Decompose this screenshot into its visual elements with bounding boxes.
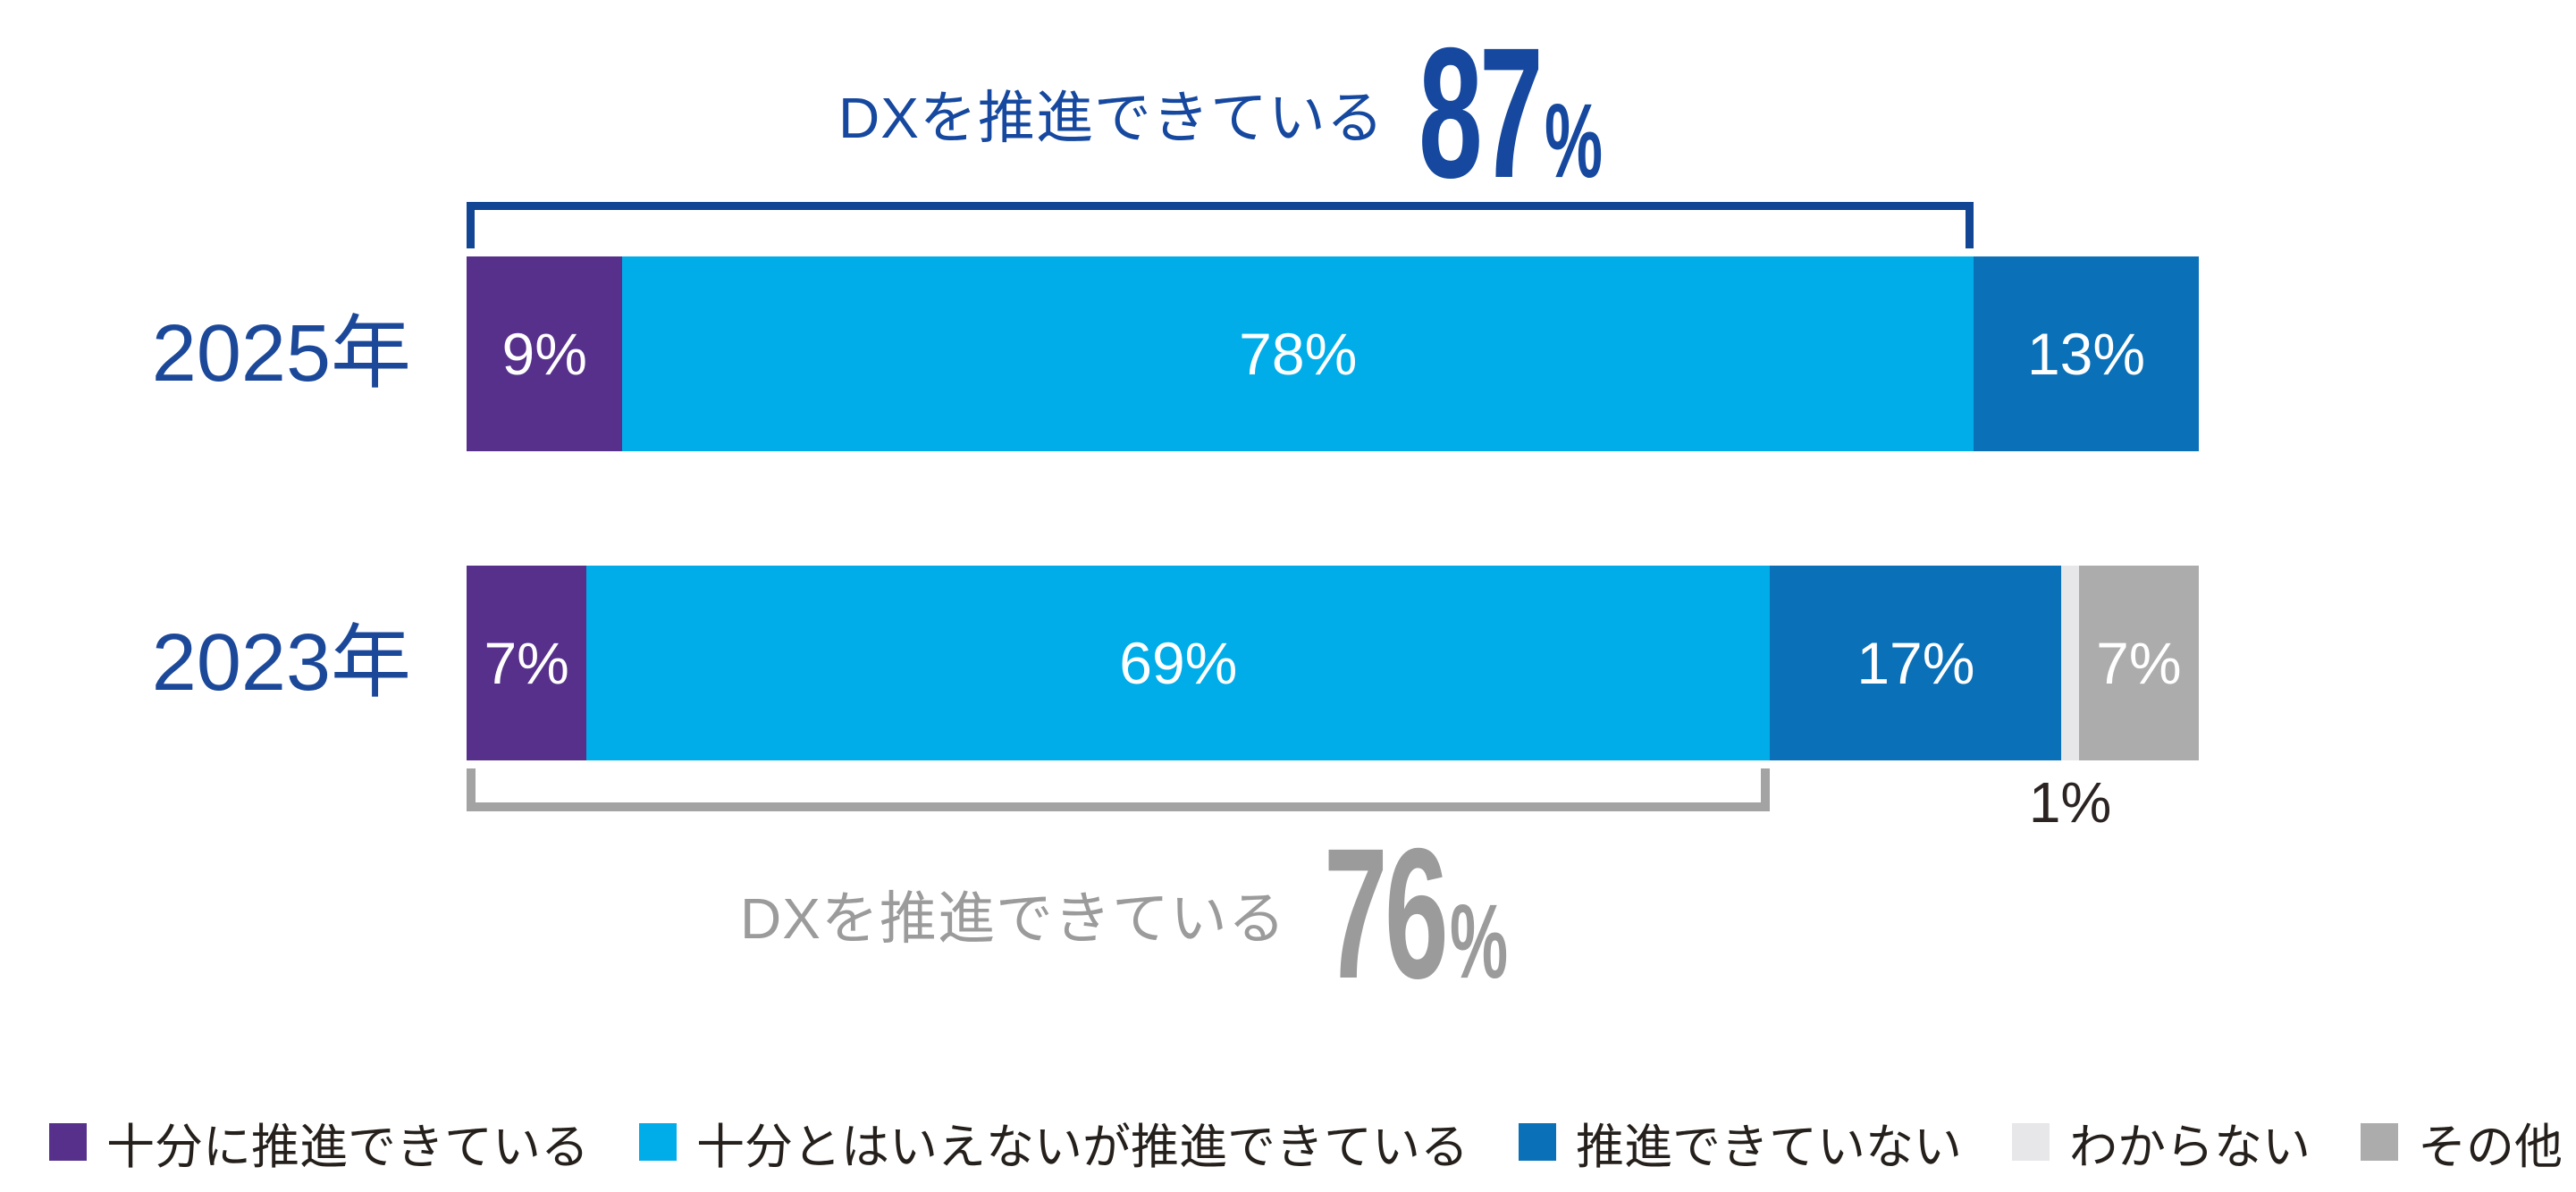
legend-swatch — [49, 1123, 87, 1161]
annotation-top-value: 87% — [1418, 21, 1603, 206]
legend-item: 推進できていない — [1519, 1107, 1962, 1178]
legend-item: わからない — [2012, 1107, 2311, 1178]
bar-segment: 17% — [1770, 566, 2062, 760]
stacked-bar-row-1: 7% 69% 17% 7% — [467, 566, 2199, 760]
bar-segment: 78% — [622, 256, 1974, 451]
legend: 十分に推進できている 十分とはいえないが推進できている 推進できていない わからない そ… — [49, 1108, 2563, 1176]
annotation-top: DXを推進できている 87% — [838, 20, 1715, 207]
legend-swatch — [639, 1123, 677, 1161]
category-label: 2025年 — [151, 309, 411, 399]
legend-swatch — [2012, 1123, 2050, 1161]
legend-item-label: 十分とはいえないが推進できている — [696, 1120, 1469, 1174]
bracket-below — [467, 768, 1771, 811]
legend-swatch — [1519, 1123, 1556, 1161]
bar-segment: 7% — [467, 566, 587, 760]
annotation-bottom-value: 76% — [1324, 821, 1508, 1007]
legend-item-label: 十分に推進できている — [106, 1120, 589, 1174]
annotation-bottom: DXを推進できている 76% — [740, 820, 1621, 1008]
annotation-bottom-label: DXを推進できている — [740, 886, 1286, 951]
annotation-top-percent-sign: % — [1544, 82, 1603, 200]
legend-item-label: 推進できていない — [1576, 1120, 1962, 1174]
legend-item: その他 — [2361, 1107, 2563, 1178]
bar-segment: 9% — [467, 256, 623, 451]
bracket-above — [467, 202, 1974, 248]
legend-item-label: その他 — [2418, 1120, 2563, 1174]
annotation-bottom-number: 76 — [1323, 810, 1449, 1018]
bar-segment: 13% — [1974, 256, 2199, 451]
legend-item: 十分とはいえないが推進できている — [639, 1107, 1469, 1178]
category-label: 2023年 — [151, 618, 411, 708]
annotation-top-number: 87 — [1418, 10, 1544, 217]
bar-segment: 7% — [2078, 566, 2199, 760]
bar-segment — [2061, 566, 2079, 760]
annotation-bottom-percent-sign: % — [1449, 883, 1508, 1001]
small-value-label: 1% — [2028, 770, 2112, 835]
stacked-bar-row-0: 9% 78% 13% — [467, 256, 2199, 451]
legend-item-label: わからない — [2069, 1120, 2311, 1174]
legend-item: 十分に推進できている — [49, 1107, 589, 1178]
bar-segment: 69% — [586, 566, 1771, 760]
annotation-top-label: DXを推進できている — [838, 86, 1385, 150]
legend-swatch — [2361, 1123, 2398, 1161]
